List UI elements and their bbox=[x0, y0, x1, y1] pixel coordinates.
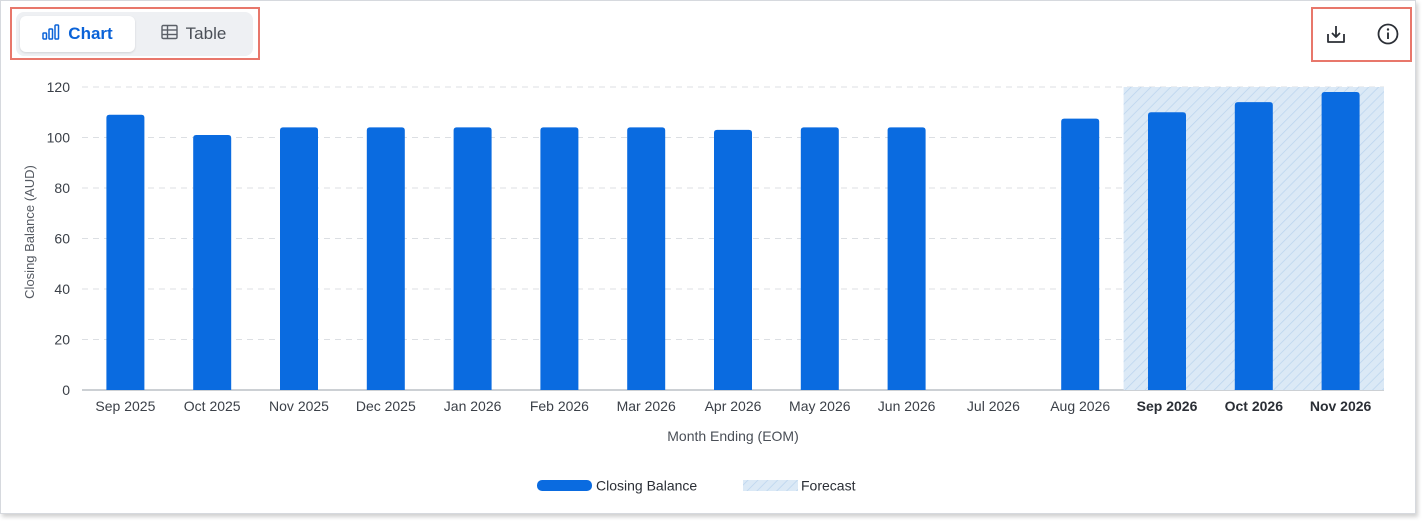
x-tick-label: Mar 2026 bbox=[617, 398, 676, 414]
x-tick-label: Aug 2026 bbox=[1050, 398, 1110, 414]
y-tick-label: 40 bbox=[54, 281, 70, 297]
x-tick-label: May 2026 bbox=[789, 398, 851, 414]
bar[interactable] bbox=[193, 134, 232, 390]
download-button[interactable] bbox=[1320, 20, 1352, 52]
tab-chart-label: Chart bbox=[68, 24, 113, 43]
bar[interactable] bbox=[1148, 112, 1186, 390]
x-tick-label: Sep 2026 bbox=[1137, 398, 1198, 414]
bar[interactable] bbox=[1321, 92, 1360, 391]
tab-chart[interactable]: Chart bbox=[20, 16, 135, 52]
legend-label-closing-balance: Closing Balance bbox=[596, 478, 697, 494]
bar[interactable] bbox=[366, 127, 405, 391]
x-tick-label: Jan 2026 bbox=[444, 398, 502, 414]
x-tick-label: Oct 2025 bbox=[184, 398, 241, 414]
bar[interactable] bbox=[1061, 118, 1100, 390]
y-tick-label: 60 bbox=[54, 231, 70, 247]
legend-label-forecast: Forecast bbox=[801, 478, 856, 494]
x-tick-label: Apr 2026 bbox=[705, 398, 762, 414]
legend-swatch-closing-balance bbox=[537, 480, 592, 491]
x-tick-label: Jun 2026 bbox=[878, 398, 936, 414]
bar[interactable] bbox=[280, 127, 318, 391]
x-tick-label: Sep 2025 bbox=[95, 398, 155, 414]
bar[interactable] bbox=[887, 127, 926, 391]
info-button[interactable] bbox=[1372, 20, 1404, 52]
y-tick-label: 20 bbox=[54, 332, 70, 348]
x-tick-label: Jul 2026 bbox=[967, 398, 1020, 414]
bar[interactable] bbox=[714, 129, 752, 391]
info-icon bbox=[1376, 22, 1400, 51]
x-tick-label: Dec 2025 bbox=[356, 398, 416, 414]
y-tick-label: 0 bbox=[62, 382, 70, 398]
bar[interactable] bbox=[627, 127, 666, 391]
view-toggle: Chart Table bbox=[16, 12, 253, 56]
x-tick-label: Nov 2026 bbox=[1310, 398, 1372, 414]
tab-table[interactable]: Table bbox=[138, 16, 249, 52]
table-icon bbox=[160, 24, 178, 45]
legend-swatch-forecast bbox=[743, 480, 798, 491]
legend: Closing Balance Forecast bbox=[537, 478, 856, 494]
x-axis-label: Month Ending (EOM) bbox=[667, 428, 799, 444]
y-tick-label: 120 bbox=[47, 79, 71, 95]
y-tick-label: 80 bbox=[54, 180, 70, 196]
actions-highlight bbox=[1311, 7, 1412, 62]
bar[interactable] bbox=[540, 127, 579, 391]
download-icon bbox=[1324, 22, 1348, 51]
y-tick-label: 100 bbox=[47, 130, 71, 146]
x-tick-label: Oct 2026 bbox=[1225, 398, 1284, 414]
bar[interactable] bbox=[453, 127, 492, 391]
tab-table-label: Table bbox=[185, 24, 227, 43]
x-tick-label: Feb 2026 bbox=[530, 398, 589, 414]
x-tick-label: Nov 2025 bbox=[269, 398, 329, 414]
view-toggle-highlight bbox=[10, 7, 260, 60]
bar[interactable] bbox=[106, 114, 145, 391]
y-axis-label: Closing Balance (AUD) bbox=[22, 165, 37, 299]
bar[interactable] bbox=[1234, 102, 1273, 391]
bar-chart-icon bbox=[42, 23, 60, 45]
bar[interactable] bbox=[800, 127, 839, 391]
